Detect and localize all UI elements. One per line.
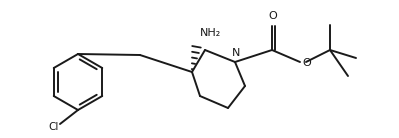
- Text: O: O: [302, 58, 311, 68]
- Text: O: O: [269, 11, 277, 21]
- Text: NH₂: NH₂: [200, 28, 221, 38]
- Text: N: N: [232, 48, 240, 58]
- Text: Cl: Cl: [49, 122, 59, 132]
